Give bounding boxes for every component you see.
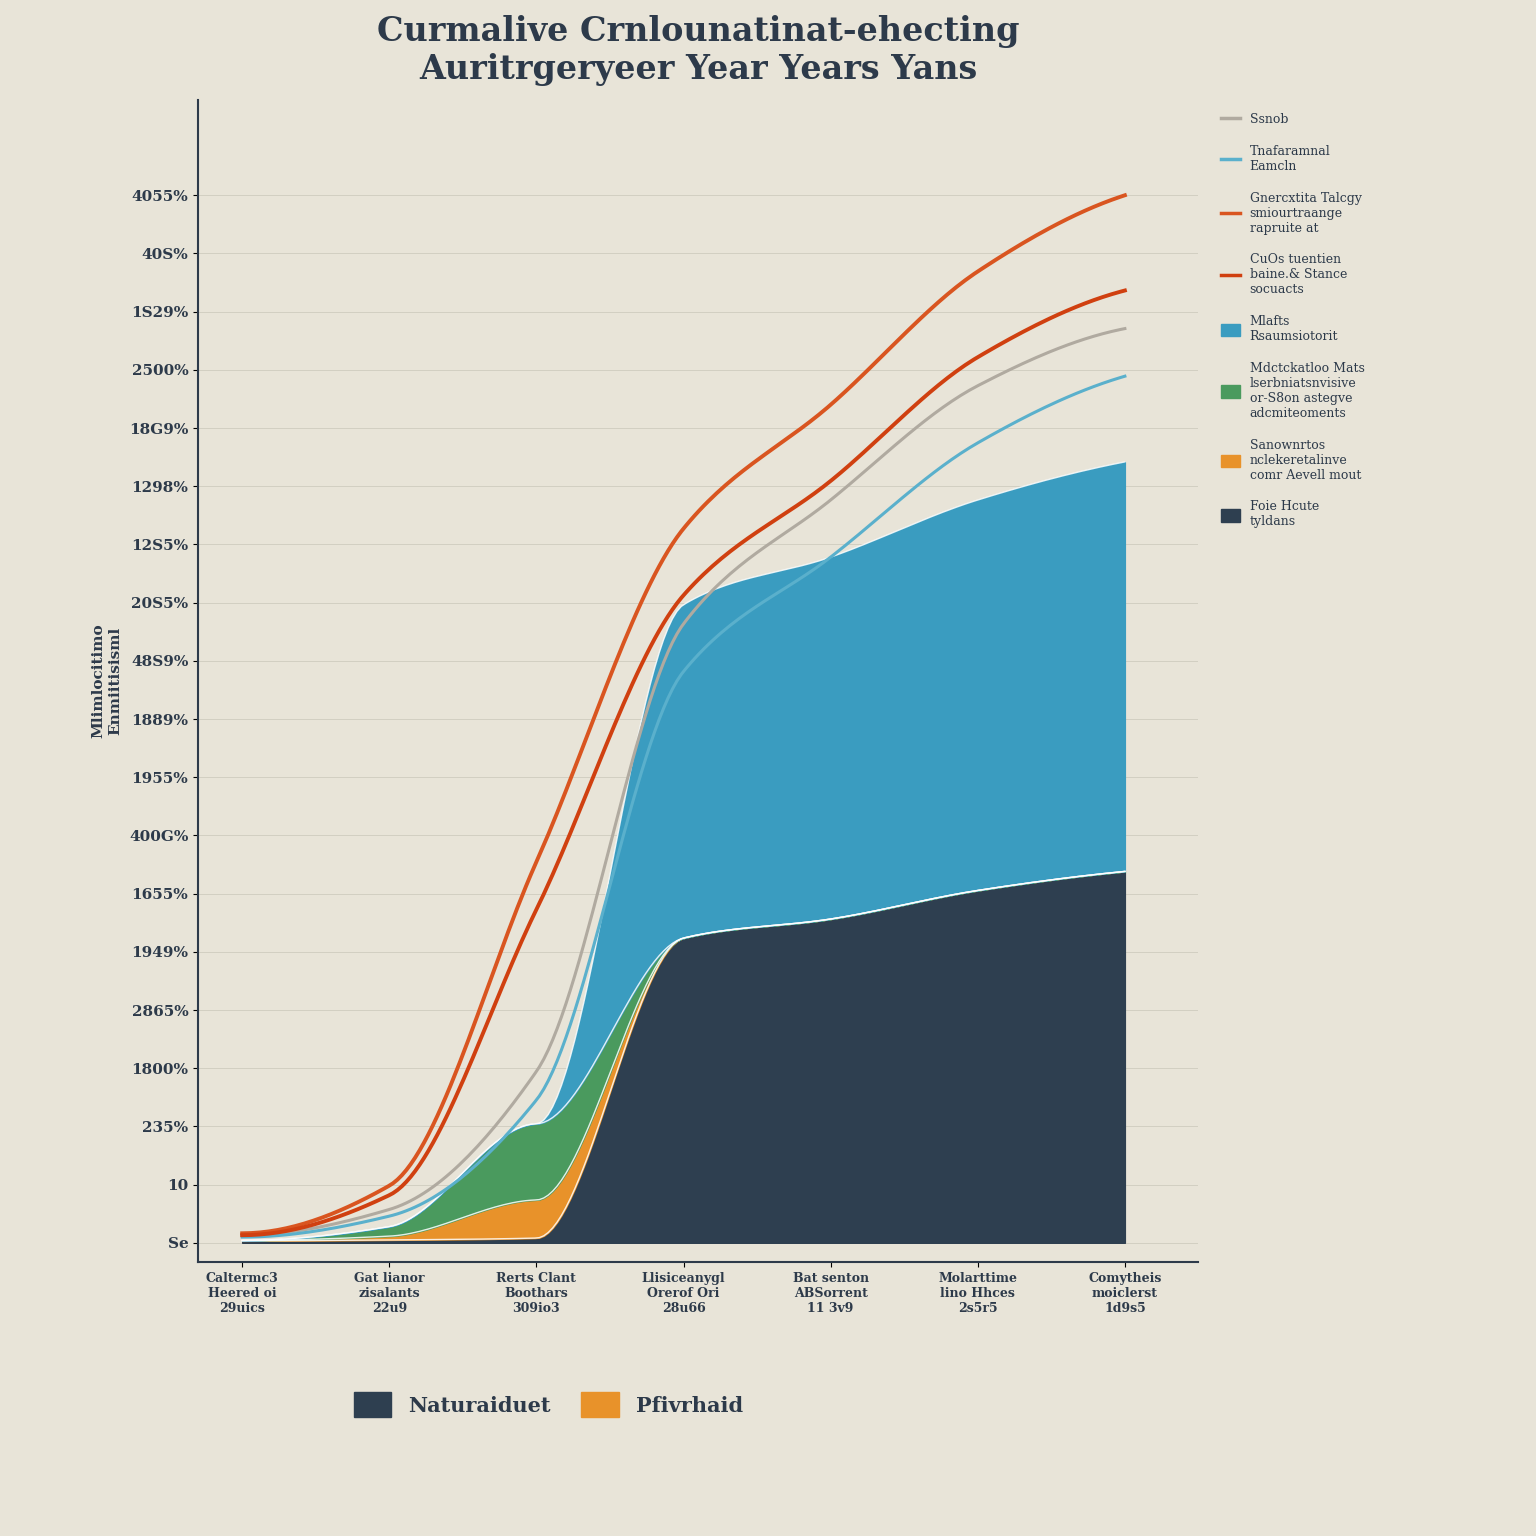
- Legend: Naturaiduet, Pfivrhaid: Naturaiduet, Pfivrhaid: [346, 1384, 751, 1425]
- Y-axis label: Mlimlocitimo
Enmiitisisml: Mlimlocitimo Enmiitisisml: [92, 624, 121, 739]
- Title: Curmalive Crnlounatinat-ehecting
Auritrgeryeer Year Years Yans: Curmalive Crnlounatinat-ehecting Auritrg…: [376, 15, 1020, 86]
